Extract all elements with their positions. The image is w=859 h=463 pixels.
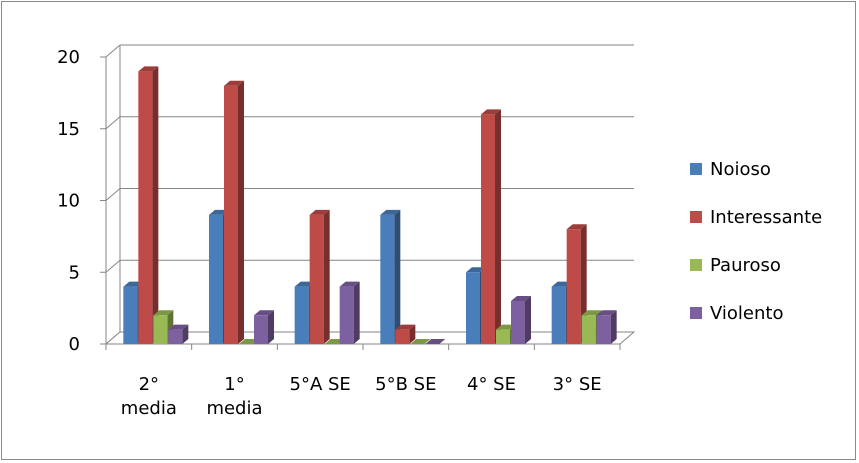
x-tick-label-line: 5°B SE [375,374,436,395]
bar [551,286,566,344]
bar-side [268,310,274,344]
y-tick-label: 15 [57,119,80,140]
bar-side [394,209,401,344]
bar-top [511,295,531,301]
x-tick-label-line: media [121,398,177,419]
bar [138,71,153,344]
bar-side [238,80,244,344]
bar [209,214,223,344]
bar [481,114,495,345]
bar [566,229,581,344]
bar-top [410,339,431,344]
bar-side [409,324,416,344]
gridline-side [105,188,121,201]
bar [168,329,183,344]
x-tick-label: 4° SE [467,374,516,395]
gridline-side [105,259,121,273]
bar-side [353,281,360,344]
bar [596,315,611,344]
bar-side [525,295,531,344]
x-tick-label-line: 2° [139,374,159,395]
bar [395,329,410,344]
legend-label: Violento [710,303,784,324]
bar-top [339,281,360,287]
bar [339,286,354,344]
legend-swatch [690,307,702,319]
bar-side [152,66,159,344]
bar-top [168,324,189,330]
bar-side [182,324,189,344]
y-tick-label: 20 [57,47,80,68]
gridline-side [105,116,121,130]
legend-label: Noioso [710,159,771,180]
bar-top [481,109,501,115]
bar-top [153,310,174,316]
x-tick-label-line: 1° [224,374,244,395]
bar-top [309,209,330,215]
x-tick-label: 5°A SE [290,374,351,395]
x-tick-label: 2° media [121,374,177,419]
bar-top [425,339,446,344]
bar-top [224,80,244,86]
bar-top [581,310,602,316]
bar-top [254,310,274,316]
bar [123,286,138,344]
bar [511,300,525,344]
x-tick-label: 1° media [206,374,262,419]
bar [294,286,309,344]
bar [153,315,168,344]
gridline-side [105,44,121,58]
bar [380,214,395,344]
x-tick-label: 5°B SE [375,374,436,395]
legend-swatch [690,163,702,175]
legend-label: Interessante [710,207,822,228]
bar [254,315,268,344]
bar-side [323,209,330,344]
legend-swatch [690,259,702,271]
bar [496,329,510,344]
bar [466,272,480,344]
x-tick-label-line: 3° SE [553,374,602,395]
bar-top [395,324,416,330]
x-tick-label: 3° SE [553,374,602,395]
bar-top [380,209,401,215]
bar [224,85,238,344]
bar-top [566,224,587,230]
y-tick-label: 5 [69,262,80,283]
bar-side [495,109,501,345]
legend-swatch [690,211,702,223]
bar-side [610,310,617,344]
x-tick-label-line: media [206,398,262,419]
bar [581,315,596,344]
bar-top [138,66,159,72]
x-tick-label-line: 5°A SE [290,374,351,395]
y-tick-label: 0 [69,334,80,355]
bar [309,214,324,344]
legend-label: Pauroso [710,255,781,276]
bar-top [596,310,617,316]
x-tick-label-line: 4° SE [467,374,516,395]
y-tick-label: 10 [57,191,80,212]
